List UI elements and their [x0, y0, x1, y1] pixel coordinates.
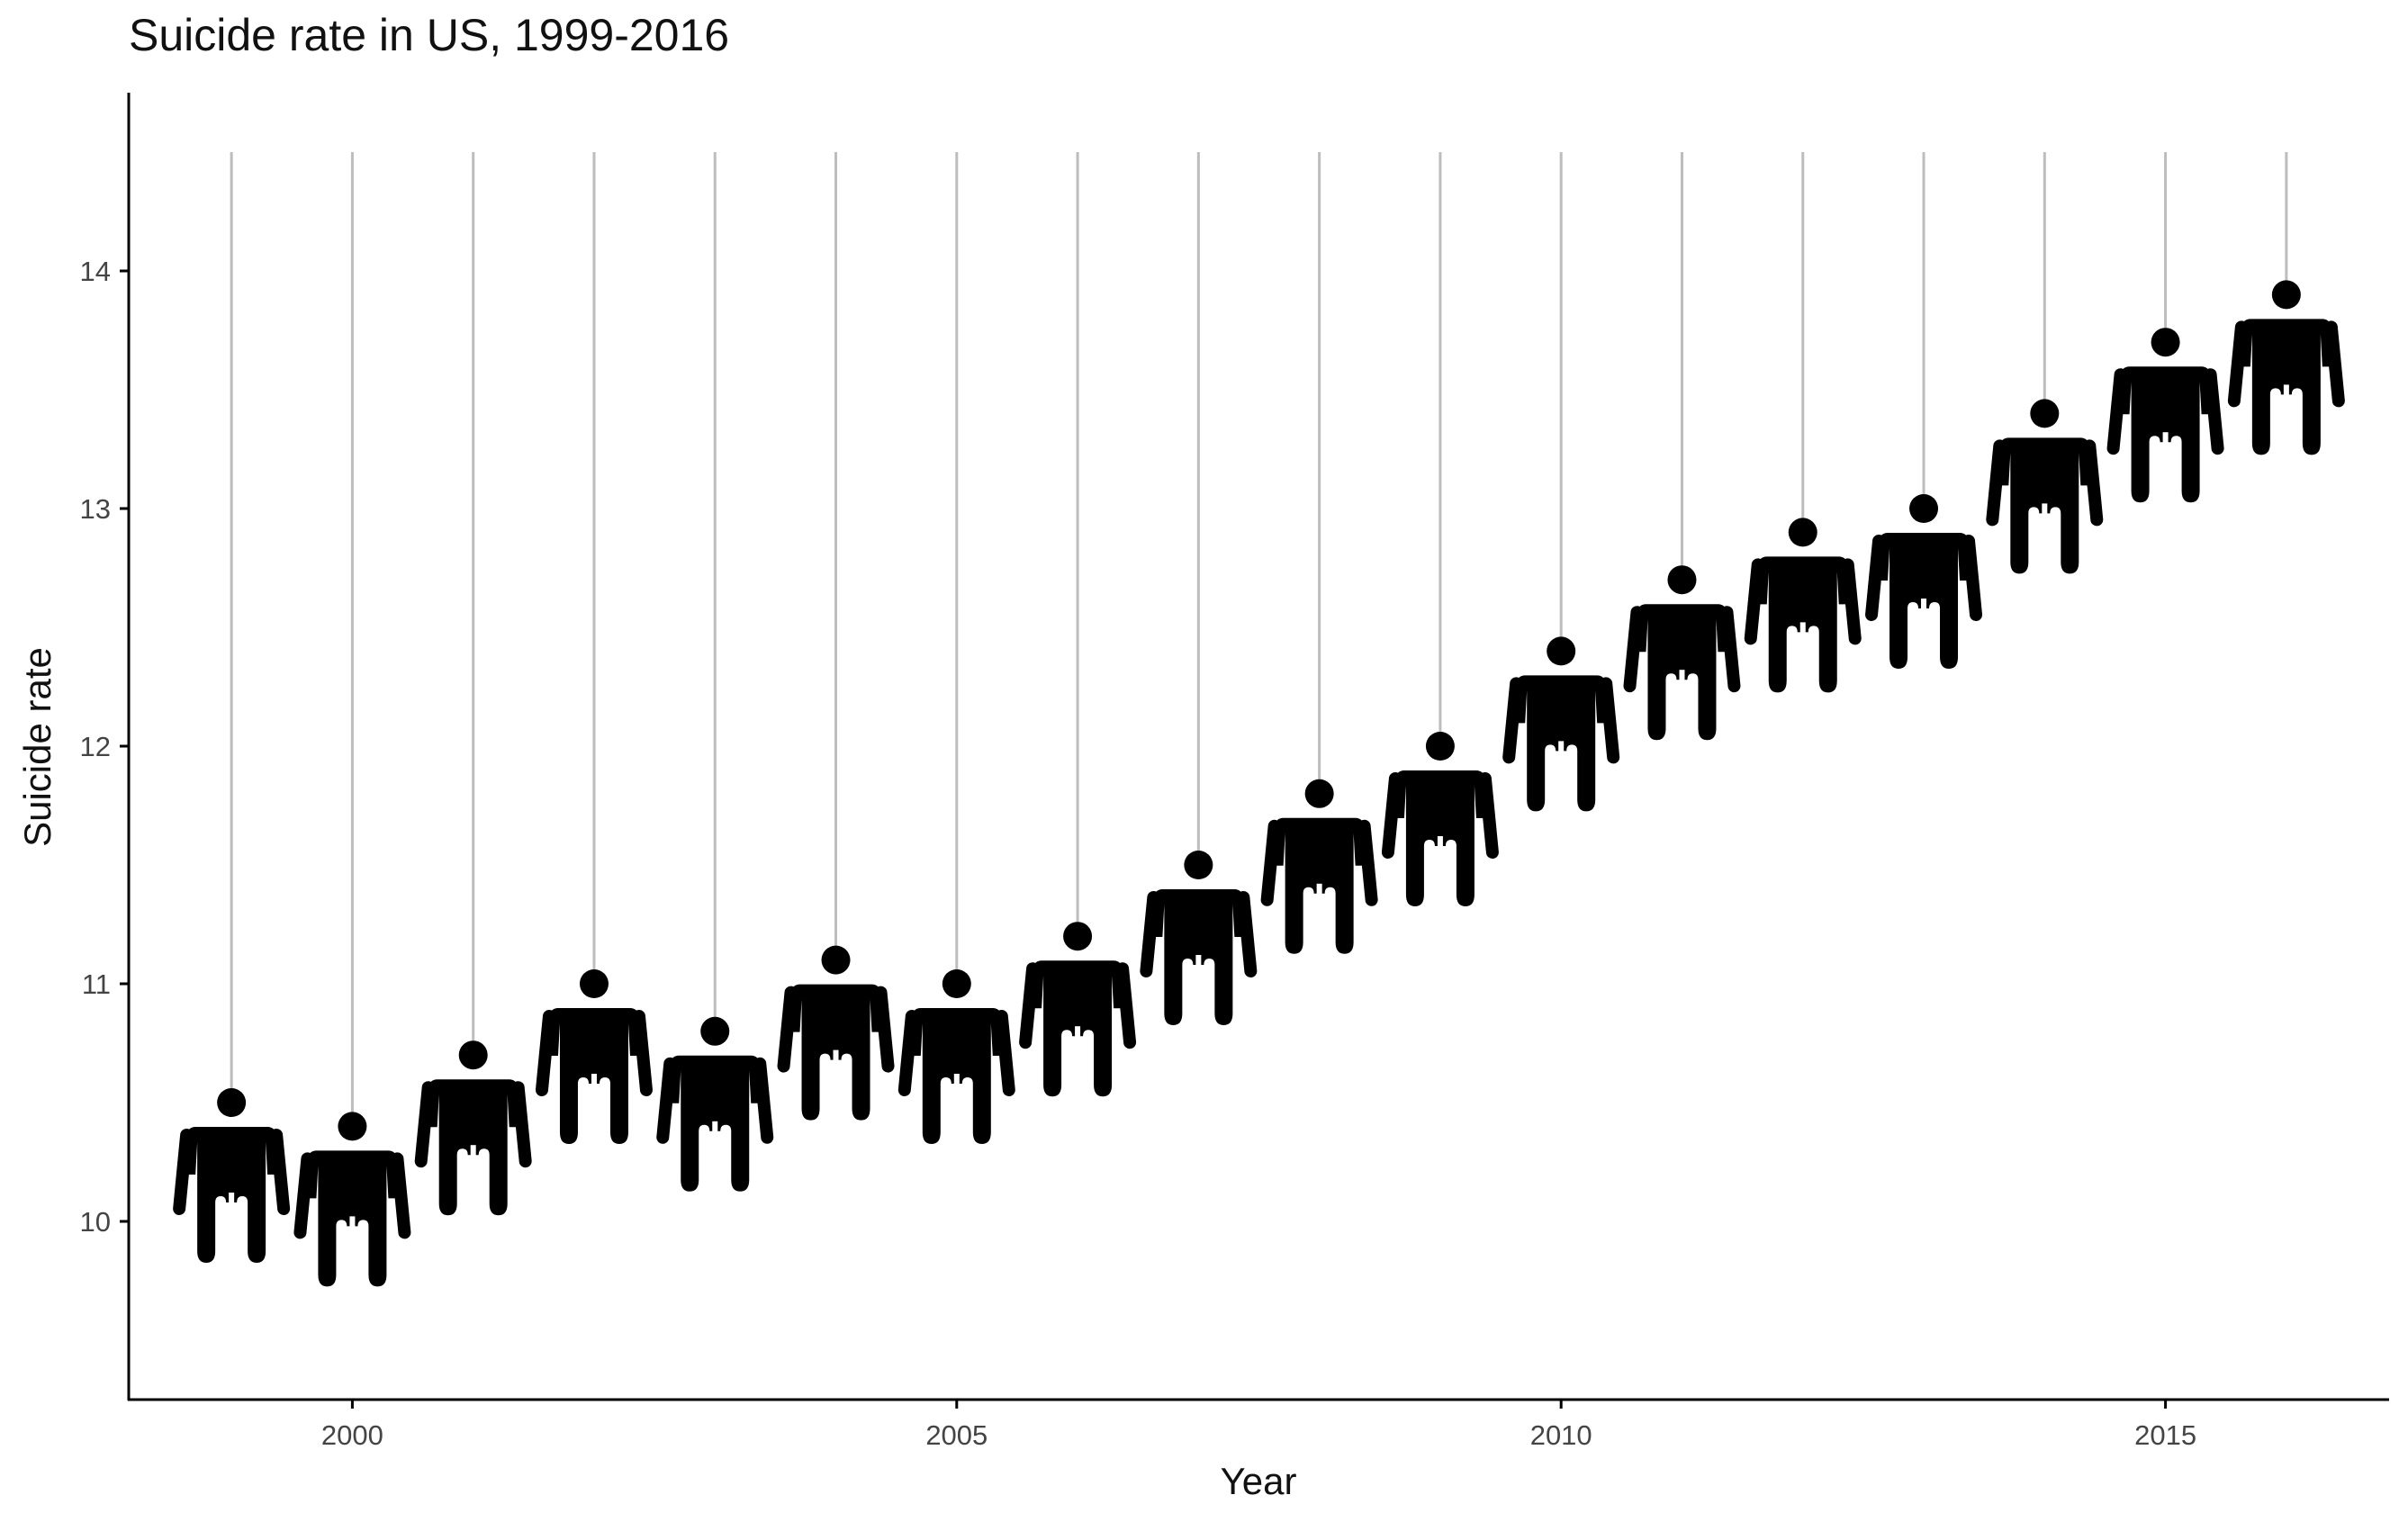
person-icon: [663, 1017, 767, 1193]
person-icon: [1629, 565, 1734, 742]
x-tick-label: 2000: [321, 1419, 383, 1451]
person-icon: [1388, 732, 1493, 908]
y-tick-label: 13: [80, 493, 111, 525]
person-icon: [905, 969, 1009, 1146]
x-tick-label: 2005: [925, 1419, 988, 1451]
person-icon: [1871, 494, 1976, 671]
x-axis-title: Year: [1221, 1460, 1297, 1502]
person-icon: [1509, 636, 1613, 813]
y-axis-title: Suicide rate: [16, 647, 59, 847]
person-icon: [1992, 399, 2097, 575]
person-icon: [1751, 518, 1855, 694]
y-tick-label: 10: [80, 1206, 111, 1238]
person-icon: [300, 1112, 404, 1288]
person-icon: [2234, 280, 2339, 456]
person-icon: [1146, 851, 1250, 1027]
person-icon: [179, 1088, 284, 1265]
y-tick-label: 14: [80, 256, 111, 287]
chart-title: Suicide rate in US, 1999-2016: [129, 10, 730, 60]
person-icon: [2114, 328, 2218, 504]
person-icon: [1025, 922, 1130, 1098]
y-tick-label: 12: [80, 731, 111, 762]
person-icon: [542, 969, 646, 1146]
person-icon: [1267, 779, 1372, 956]
x-tick-label: 2010: [1530, 1419, 1592, 1451]
person-icon: [784, 946, 888, 1122]
y-ticks: 10 11 12 13 14: [80, 256, 129, 1238]
person-icon: [421, 1040, 526, 1217]
axes: [127, 93, 2389, 1401]
marker-layer: [179, 280, 2339, 1288]
x-tick-label: 2015: [2134, 1419, 2196, 1451]
stem-layer: [230, 152, 2288, 1127]
y-tick-label: 11: [82, 968, 111, 1000]
x-ticks: 2000 2005 2010 2015: [321, 1400, 2196, 1451]
